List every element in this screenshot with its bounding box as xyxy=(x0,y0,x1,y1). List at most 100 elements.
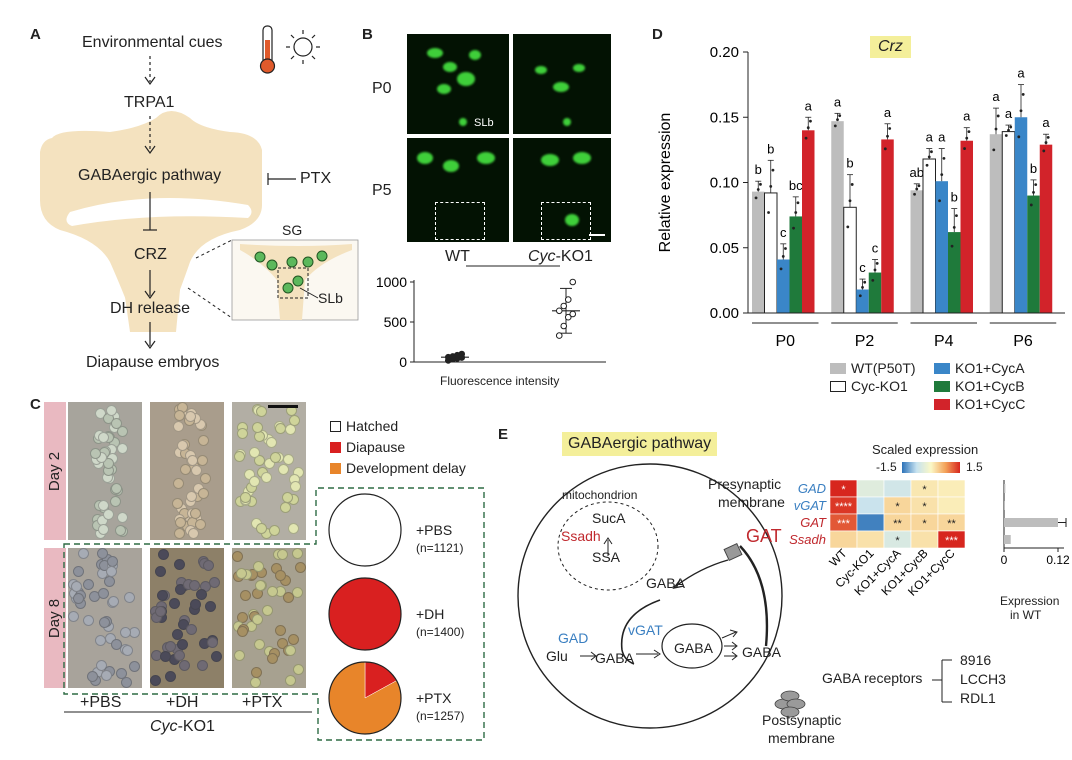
synapse-diagram xyxy=(517,463,806,729)
egg xyxy=(157,590,168,601)
expr-bar xyxy=(1004,484,1006,493)
data-point xyxy=(555,307,563,315)
bar xyxy=(831,121,844,313)
data-point xyxy=(883,147,887,151)
egg xyxy=(98,432,109,443)
egg xyxy=(252,422,263,433)
slb-text: SLb xyxy=(318,290,343,306)
egg xyxy=(158,549,169,560)
crz-bar-chart: 0.00 0.05 0.10 0.15 0.20 Relative expression P… xyxy=(657,44,1065,350)
col-dh-label: +DH xyxy=(166,694,199,711)
egg xyxy=(90,448,101,459)
data-point xyxy=(888,127,892,130)
bar xyxy=(922,158,936,314)
data-point xyxy=(996,114,1000,118)
egg xyxy=(190,599,201,610)
egg xyxy=(278,464,289,475)
gat-text: GAT xyxy=(746,526,782,546)
egg xyxy=(261,472,272,483)
egg xyxy=(267,586,278,597)
egg xyxy=(254,639,265,650)
egg xyxy=(122,645,133,656)
significance-letter: b xyxy=(846,156,853,171)
egg xyxy=(179,660,190,671)
data-point xyxy=(850,183,854,186)
gaba-pathway-title: GABAergic pathway xyxy=(562,432,718,456)
col-ptx-label: +PTX xyxy=(242,694,283,711)
heatmap-star: *** xyxy=(837,518,851,530)
data-point xyxy=(950,244,954,248)
data-point xyxy=(569,310,577,318)
egg xyxy=(198,435,209,446)
egg xyxy=(234,650,245,661)
gaba-receptors-text: GABA receptors xyxy=(822,670,923,686)
data-point xyxy=(781,254,785,258)
egg xyxy=(177,639,188,650)
y-tick-label: 500 xyxy=(384,314,408,330)
data-point xyxy=(1007,128,1010,132)
data-point xyxy=(560,302,568,310)
bar xyxy=(935,181,948,313)
data-point xyxy=(927,155,931,159)
legend-dev-delay: Development delay xyxy=(330,460,466,476)
data-point xyxy=(1032,191,1035,194)
egg xyxy=(73,593,84,604)
data-point xyxy=(784,247,787,250)
egg xyxy=(283,454,294,465)
significance-letter: c xyxy=(780,225,787,240)
data-point xyxy=(930,150,933,154)
heatmap-max: 1.5 xyxy=(966,460,983,474)
gaba-from-glu-text: GABA xyxy=(595,650,634,666)
data-point xyxy=(836,118,839,121)
micrograph-wt-p0 xyxy=(407,34,509,134)
x-tick-label: P6 xyxy=(1013,333,1033,350)
data-point xyxy=(917,184,921,188)
egg xyxy=(285,675,296,686)
egg xyxy=(172,629,183,640)
y-tick-label: 0.10 xyxy=(710,175,739,192)
egg xyxy=(98,588,109,599)
data-point xyxy=(833,124,837,128)
egg xyxy=(232,551,243,562)
significance-letter: c xyxy=(872,240,879,255)
egg xyxy=(288,634,299,645)
egg xyxy=(240,590,251,601)
bar xyxy=(1027,195,1040,313)
diapause-embryos-text: Diapause embryos xyxy=(86,354,220,371)
egg xyxy=(120,627,131,638)
heatmap-star: ** xyxy=(893,518,902,530)
data-point xyxy=(858,294,862,298)
significance-letter: a xyxy=(963,109,971,124)
significance-letter: b xyxy=(767,141,774,156)
egg xyxy=(203,560,214,571)
egg xyxy=(150,675,161,686)
micrograph-ko-p5 xyxy=(513,138,611,242)
heatmap-star: * xyxy=(895,501,900,513)
egg xyxy=(282,492,293,503)
receptor-lcch3: LCCH3 xyxy=(960,671,1006,687)
bar xyxy=(777,259,790,313)
egg xyxy=(240,492,251,503)
egg xyxy=(200,473,211,484)
scale-bar xyxy=(268,405,298,408)
heatmap-star: ** xyxy=(947,518,956,530)
significance-letter: b xyxy=(755,162,762,177)
egg xyxy=(275,625,286,636)
expr-tick-label: 0.12 xyxy=(1046,553,1070,567)
egg xyxy=(211,651,222,662)
egg xyxy=(174,559,185,570)
egg xyxy=(186,624,197,635)
egg xyxy=(115,525,126,536)
gaba-released-text: GABA xyxy=(742,644,781,660)
bar xyxy=(752,191,765,313)
egg xyxy=(174,650,185,661)
significance-letter: a xyxy=(805,98,813,113)
data-point xyxy=(848,199,852,203)
significance-letter: a xyxy=(992,89,1000,104)
photo-pbs-day8 xyxy=(68,548,142,688)
data-point xyxy=(1009,125,1013,129)
expr-tick-label: 0 xyxy=(1001,553,1008,567)
env-cues-text: Environmental cues xyxy=(82,34,223,51)
sg-text: SG xyxy=(282,222,303,238)
egg xyxy=(185,411,196,422)
